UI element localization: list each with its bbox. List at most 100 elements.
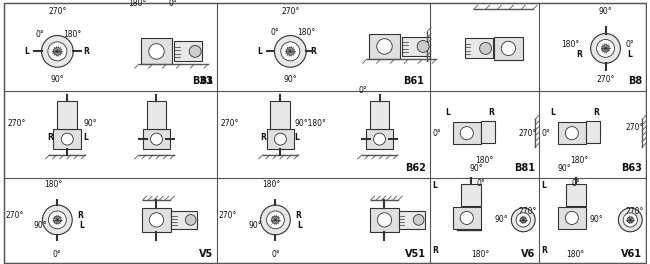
Bar (453, 207, 480, 229)
Text: B63: B63 (621, 163, 642, 173)
Text: 270°: 270° (219, 211, 237, 220)
Bar (270, 101, 291, 129)
Text: B81: B81 (514, 163, 535, 173)
Bar (402, 36, 430, 56)
Text: 90°: 90° (590, 215, 603, 224)
Bar (366, 129, 393, 149)
Text: R: R (83, 47, 89, 56)
Circle shape (566, 211, 578, 224)
Bar (399, 211, 425, 229)
Bar (53, 129, 81, 149)
Text: 0°: 0° (271, 250, 280, 259)
Text: V61: V61 (621, 249, 642, 259)
Circle shape (460, 127, 473, 140)
Circle shape (150, 213, 164, 227)
Circle shape (501, 41, 515, 55)
Circle shape (460, 211, 473, 224)
Text: 90°180°: 90°180° (294, 119, 326, 128)
Text: 180°: 180° (475, 156, 494, 165)
Bar (140, 39, 172, 64)
Text: 90°: 90° (557, 164, 571, 173)
Circle shape (189, 45, 201, 57)
Circle shape (520, 217, 526, 223)
Circle shape (281, 42, 300, 61)
Circle shape (377, 39, 392, 54)
Bar (493, 36, 523, 60)
Bar (146, 101, 166, 129)
Text: 270°: 270° (48, 7, 66, 16)
Text: 0°: 0° (168, 0, 177, 8)
Text: 270°: 270° (221, 119, 239, 128)
Circle shape (378, 213, 391, 227)
Bar (266, 129, 294, 149)
Text: R: R (489, 108, 495, 117)
Text: 0°: 0° (432, 129, 441, 138)
Circle shape (266, 211, 284, 229)
Text: 270°: 270° (626, 208, 644, 216)
Text: 90°: 90° (83, 119, 97, 128)
Text: L: L (541, 181, 546, 190)
Text: R: R (47, 133, 53, 142)
Text: 270°: 270° (519, 129, 537, 138)
Circle shape (591, 34, 620, 63)
Text: 0°: 0° (476, 179, 485, 188)
Text: 0°: 0° (359, 86, 368, 95)
Text: L: L (432, 181, 437, 190)
Circle shape (274, 133, 287, 145)
Bar (370, 101, 389, 129)
Text: 180°: 180° (562, 40, 580, 49)
Text: L: L (445, 108, 450, 117)
Circle shape (413, 215, 424, 225)
Circle shape (48, 42, 67, 61)
Circle shape (42, 205, 72, 235)
Text: R: R (432, 246, 438, 255)
Circle shape (151, 133, 162, 145)
Circle shape (602, 45, 609, 52)
Bar (461, 184, 480, 206)
Text: L: L (83, 133, 88, 142)
Text: 180°: 180° (263, 180, 281, 189)
Bar (142, 208, 172, 232)
Bar (558, 122, 586, 144)
Text: R: R (295, 211, 301, 220)
Bar (558, 207, 586, 229)
Circle shape (272, 216, 279, 224)
Bar (566, 184, 586, 206)
Text: 90°: 90° (470, 164, 484, 173)
Text: 180°: 180° (63, 30, 81, 40)
Text: L: L (294, 133, 299, 142)
Text: V5: V5 (199, 249, 213, 259)
Circle shape (618, 208, 642, 232)
Text: 90°: 90° (34, 221, 47, 230)
Circle shape (287, 48, 294, 55)
Bar (465, 39, 493, 58)
Text: L: L (627, 50, 632, 59)
Text: 180°: 180° (471, 250, 489, 259)
Circle shape (185, 215, 196, 225)
Text: 0°: 0° (541, 129, 550, 138)
Text: 0°: 0° (270, 29, 279, 37)
Circle shape (374, 133, 385, 145)
Bar (142, 129, 170, 149)
Bar (586, 121, 599, 143)
Text: L: L (257, 47, 263, 56)
Text: 270°: 270° (626, 123, 644, 132)
Circle shape (566, 127, 578, 140)
Text: 180°: 180° (567, 250, 585, 259)
Text: R: R (593, 108, 599, 117)
Circle shape (597, 40, 614, 57)
Bar (370, 208, 399, 232)
Text: R: R (310, 47, 316, 56)
Text: 270°: 270° (519, 208, 537, 216)
Text: V51: V51 (405, 249, 426, 259)
Bar (369, 34, 400, 59)
Bar (453, 122, 480, 144)
Text: 90°: 90° (495, 215, 508, 224)
Text: 90°: 90° (599, 7, 612, 16)
Text: L: L (25, 47, 30, 56)
Text: L: L (297, 221, 302, 230)
Text: 270°: 270° (8, 119, 26, 128)
Circle shape (53, 48, 61, 55)
Bar (480, 121, 495, 143)
Text: 0°: 0° (53, 250, 62, 259)
